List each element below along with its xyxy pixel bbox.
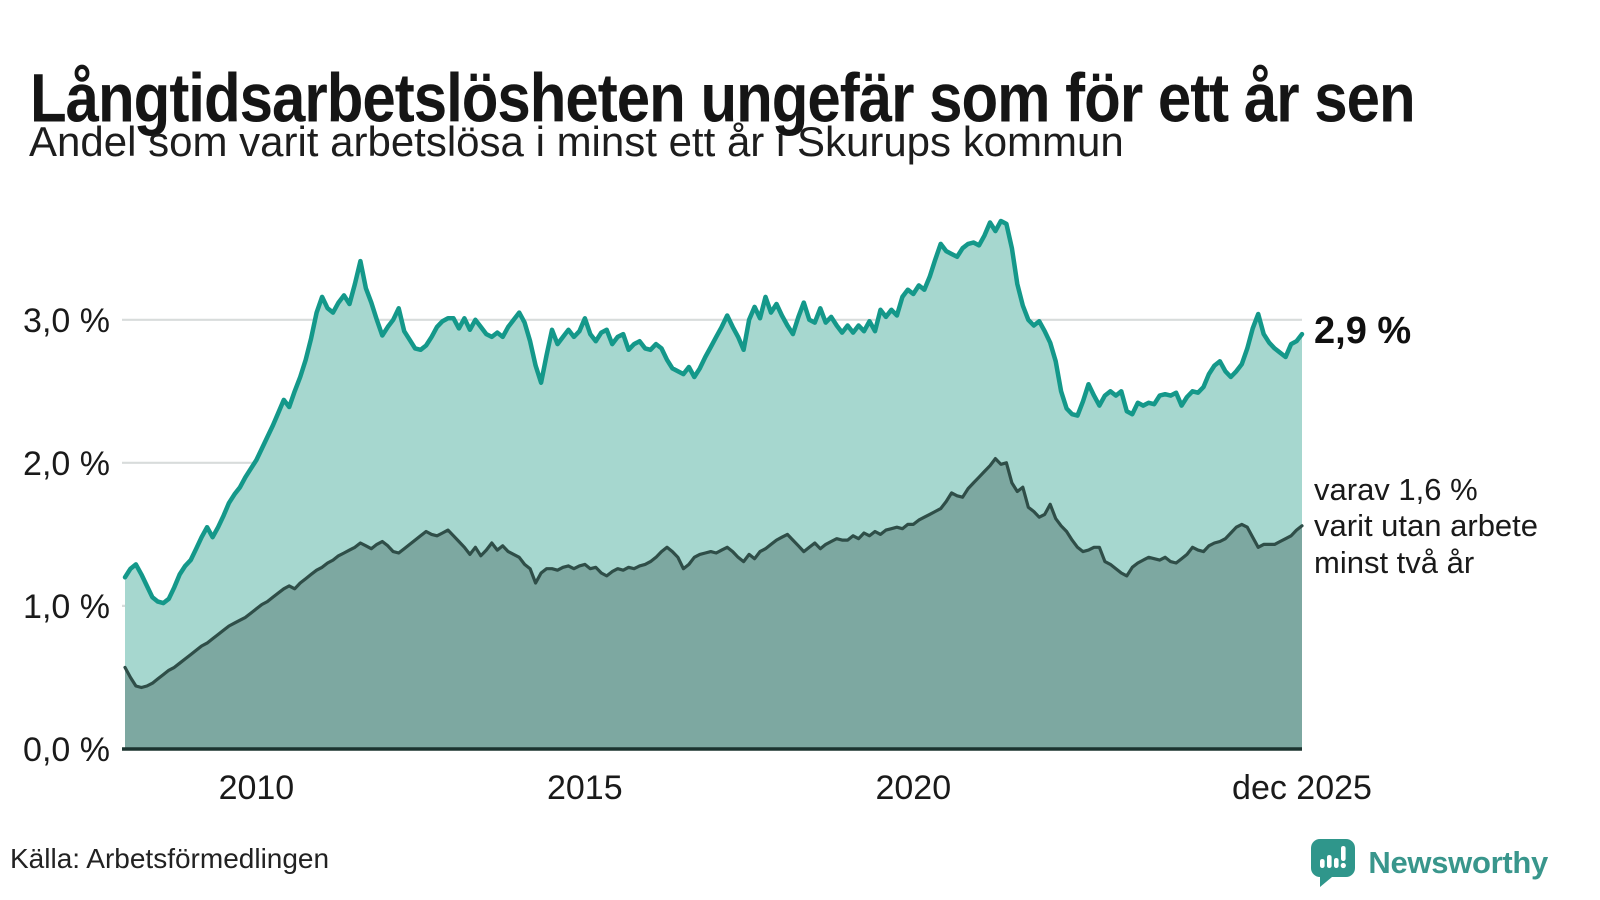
svg-text:2010: 2010 [219,769,295,807]
svg-text:dec 2025: dec 2025 [1232,769,1372,807]
logo-exclamation-dot [1341,862,1347,869]
newsworthy-wordmark: Newsworthy [1368,845,1548,880]
logo-bar-1 [1320,859,1325,868]
svg-text:0,0 %: 0,0 % [23,731,110,769]
logo-bar-3 [1334,858,1339,868]
annotation-line-2: varit utan arbete [1314,508,1539,544]
source-credit: Källa: Arbetsförmedlingen [10,843,330,874]
series-end-value-label: 2,9 % [1314,310,1412,352]
svg-text:2015: 2015 [547,769,623,807]
page-subtitle: Andel som varit arbetslösa i minst ett å… [29,118,1124,165]
newsworthy-logo: Newsworthy [1310,838,1548,888]
newsworthy-logo-icon [1311,839,1356,887]
series2-annotation: varav 1,6 % varit utan arbete minst två … [1314,472,1538,581]
logo-exclamation-bar [1341,846,1346,861]
annotation-line-3: minst två år [1314,544,1475,580]
logo-bar-2 [1327,855,1332,868]
page-title: Långtidsarbetslösheten ungefär som för e… [30,59,1416,137]
svg-text:2020: 2020 [875,769,951,807]
svg-text:3,0 %: 3,0 % [23,302,110,340]
svg-text:1,0 %: 1,0 % [23,588,110,626]
svg-text:2,0 %: 2,0 % [23,445,110,483]
annotation-line-1: varav 1,6 % [1314,472,1478,507]
